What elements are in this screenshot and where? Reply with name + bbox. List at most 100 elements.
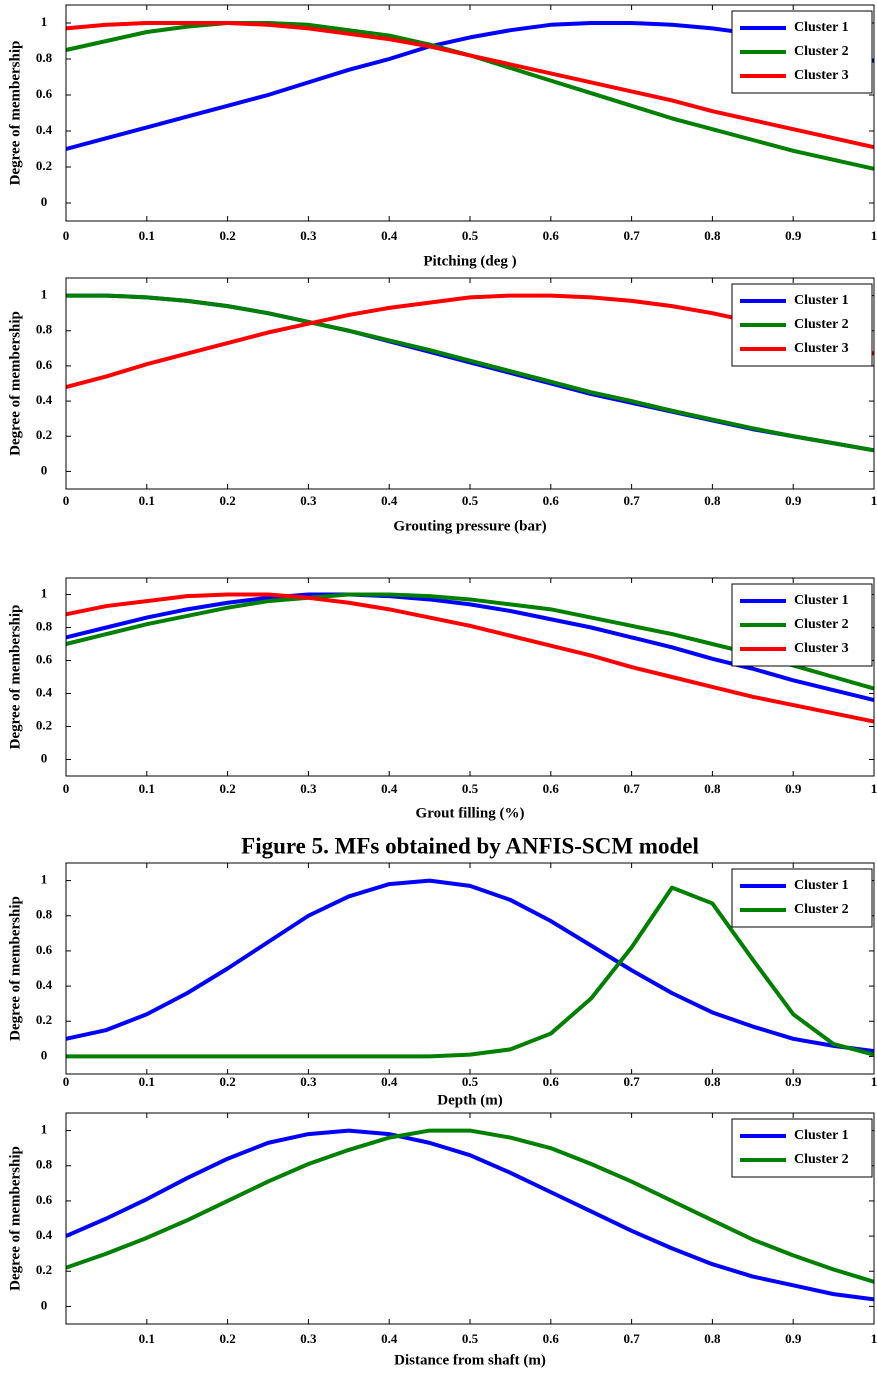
legend-label: Cluster 1 bbox=[794, 878, 849, 893]
y-tick-label: 0 bbox=[41, 1297, 48, 1312]
x-tick-label: 0.7 bbox=[623, 228, 640, 243]
y-tick-label: 0.6 bbox=[36, 942, 53, 957]
x-tick-label: 0.4 bbox=[381, 493, 398, 508]
x-tick-label: 0.8 bbox=[704, 1074, 721, 1089]
y-tick-label: 0.6 bbox=[36, 1192, 53, 1207]
series-line bbox=[66, 293, 875, 453]
x-tick-label: 0.9 bbox=[785, 1331, 802, 1346]
x-tick-label: 0.3 bbox=[300, 781, 317, 796]
x-tick-label: 0.4 bbox=[381, 781, 398, 796]
legend-box bbox=[731, 868, 873, 928]
x-tick-label: 0.7 bbox=[623, 1074, 640, 1089]
x-tick-label: 0 bbox=[63, 1074, 70, 1089]
x-tick-label: 0 bbox=[63, 228, 70, 243]
y-tick-label: 0.8 bbox=[36, 1157, 53, 1172]
x-tick-label: 0.1 bbox=[139, 228, 155, 243]
plot-frame bbox=[65, 862, 875, 1075]
x-tick-label: 0.5 bbox=[462, 228, 479, 243]
x-tick-label: 0.6 bbox=[543, 1074, 560, 1089]
plot-frame bbox=[65, 1112, 875, 1325]
x-tick-label: 0.8 bbox=[704, 493, 721, 508]
legend-label: Cluster 2 bbox=[794, 1152, 849, 1167]
x-tick-label: 0.8 bbox=[704, 228, 721, 243]
x-tick-label: 0.9 bbox=[785, 781, 802, 796]
x-tick-label: 0.6 bbox=[543, 1331, 560, 1346]
x-tick-label: 0.4 bbox=[381, 1074, 398, 1089]
y-tick-label: 0.4 bbox=[36, 977, 53, 992]
y-tick-label: 1 bbox=[41, 1122, 48, 1137]
y-axis-label: Degree of membership bbox=[7, 311, 23, 456]
x-tick-label: 0.7 bbox=[623, 493, 640, 508]
y-tick-label: 0 bbox=[41, 462, 48, 477]
x-tick-label: 0.7 bbox=[623, 781, 640, 796]
legend-label: Cluster 3 bbox=[794, 68, 849, 83]
y-tick-label: 0.8 bbox=[36, 50, 53, 65]
y-tick-label: 0.2 bbox=[36, 717, 52, 732]
y-axis-label: Degree of membership bbox=[7, 1146, 23, 1291]
y-tick-label: 0.6 bbox=[36, 357, 53, 372]
x-axis-label: Pitching (deg ) bbox=[423, 253, 516, 269]
x-tick-label: 0.4 bbox=[381, 1331, 398, 1346]
x-tick-label: 0.2 bbox=[219, 228, 235, 243]
legend-label: Cluster 2 bbox=[794, 44, 849, 59]
series-line bbox=[65, 21, 875, 150]
x-tick-label: 1 bbox=[871, 781, 877, 796]
y-tick-label: 1 bbox=[41, 14, 48, 29]
x-tick-label: 0.3 bbox=[300, 1331, 317, 1346]
x-tick-label: 0.4 bbox=[381, 228, 398, 243]
plot-frame bbox=[65, 577, 875, 777]
series-line bbox=[65, 592, 875, 724]
x-tick-label: 0.8 bbox=[704, 1331, 721, 1346]
x-tick-label: 0.8 bbox=[704, 781, 721, 796]
legend-box bbox=[731, 1118, 873, 1178]
y-tick-label: 0.4 bbox=[36, 392, 53, 407]
y-tick-label: 0.4 bbox=[36, 122, 53, 137]
x-tick-label: 0.2 bbox=[219, 1331, 235, 1346]
y-tick-label: 0.2 bbox=[36, 1012, 52, 1027]
x-tick-label: 1 bbox=[871, 493, 877, 508]
y-tick-label: 1 bbox=[41, 585, 48, 600]
x-tick-label: 0.1 bbox=[139, 781, 155, 796]
x-tick-label: 0.5 bbox=[462, 781, 479, 796]
x-tick-label: 0.3 bbox=[300, 1074, 317, 1089]
legend-label: Cluster 1 bbox=[794, 1128, 849, 1143]
legend-label: Cluster 3 bbox=[794, 341, 849, 356]
y-axis-label: Degree of membership bbox=[7, 605, 23, 750]
x-axis-label: Distance from shaft (m) bbox=[394, 1352, 546, 1368]
x-tick-label: 0.2 bbox=[219, 493, 235, 508]
plot-frame bbox=[65, 4, 875, 222]
x-tick-label: 0.7 bbox=[623, 1331, 640, 1346]
x-tick-label: 0.1 bbox=[139, 1331, 155, 1346]
y-tick-label: 0.6 bbox=[36, 651, 53, 666]
legend-label: Cluster 1 bbox=[794, 293, 849, 308]
x-tick-label: 1 bbox=[871, 1074, 877, 1089]
x-tick-label: 1 bbox=[871, 228, 877, 243]
x-tick-label: 0 bbox=[63, 781, 70, 796]
y-tick-label: 0.8 bbox=[36, 618, 53, 633]
x-tick-label: 0.6 bbox=[543, 228, 560, 243]
x-tick-label: 0.5 bbox=[462, 1331, 479, 1346]
y-tick-label: 0 bbox=[41, 194, 48, 209]
y-tick-label: 0.8 bbox=[36, 322, 53, 337]
x-tick-label: 0.9 bbox=[785, 228, 802, 243]
legend-label: Cluster 2 bbox=[794, 617, 849, 632]
y-tick-label: 0.2 bbox=[36, 158, 52, 173]
x-tick-label: 0.9 bbox=[785, 1074, 802, 1089]
x-tick-label: 0.5 bbox=[462, 493, 479, 508]
legend-label: Cluster 2 bbox=[794, 902, 849, 917]
y-tick-label: 0.6 bbox=[36, 86, 53, 101]
x-axis-label: Depth (m) bbox=[437, 1092, 502, 1108]
y-tick-label: 0.4 bbox=[36, 1227, 53, 1242]
x-tick-label: 0.5 bbox=[462, 1074, 479, 1089]
x-tick-label: 0 bbox=[63, 493, 70, 508]
x-axis-label: Grouting pressure (bar) bbox=[393, 518, 546, 534]
x-tick-label: 1 bbox=[871, 1331, 877, 1346]
x-tick-label: 0.3 bbox=[300, 228, 317, 243]
x-tick-label: 0.2 bbox=[219, 1074, 235, 1089]
series-line bbox=[65, 1128, 875, 1284]
x-tick-label: 0.6 bbox=[543, 781, 560, 796]
caption: Figure 5. MFs obtained by ANFIS-SCM mode… bbox=[241, 833, 699, 858]
y-tick-label: 0.2 bbox=[36, 427, 52, 442]
legend-label: Cluster 2 bbox=[794, 317, 849, 332]
